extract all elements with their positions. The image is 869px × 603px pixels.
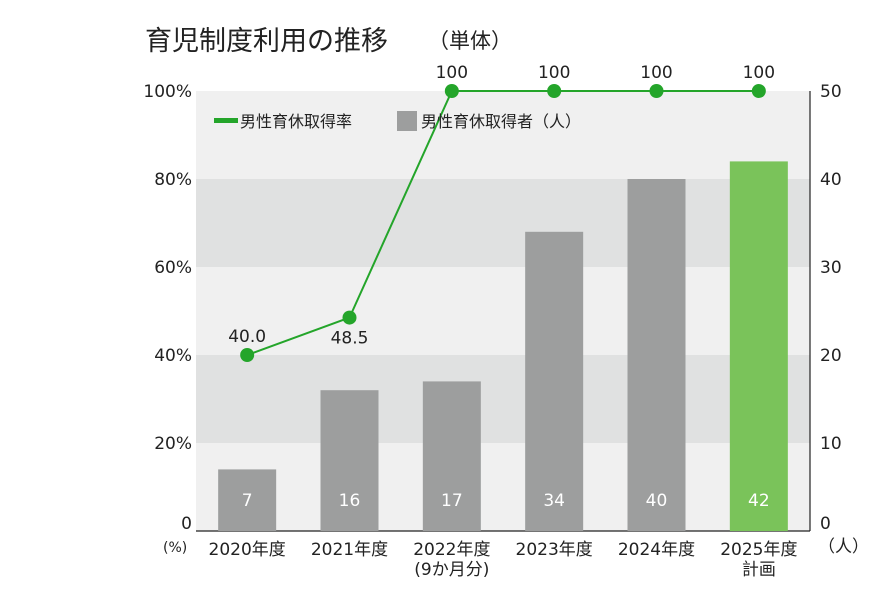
legend-label-rate: 男性育休取得率: [240, 112, 352, 131]
grid-band: [196, 267, 810, 355]
chart-title: 育児制度利用の推移: [145, 26, 388, 57]
x-axis-category-label: 2023年度: [516, 540, 593, 560]
legend-label-count: 男性育休取得者（人）: [421, 112, 581, 131]
bar-value-labels: 7 16 17 34 40 42: [242, 491, 770, 511]
right-axis-ticks: 0 10 20 30 40 50: [820, 82, 842, 534]
right-axis-tick-label: 30: [820, 258, 842, 278]
bar: [525, 231, 584, 532]
legend-swatch-rate: [214, 118, 238, 123]
bar-value-label: 34: [543, 491, 565, 511]
chart-subtitle: （単体）: [428, 29, 512, 53]
x-axis-category-label: (9か月分): [414, 560, 489, 580]
left-axis-unit: (%): [163, 540, 187, 556]
legend: 男性育休取得率 男性育休取得者（人）: [214, 111, 581, 131]
line-series: 40.0 48.5 100 100 100 100: [228, 63, 775, 362]
x-axis-category-label: 計画: [742, 560, 776, 580]
right-axis-tick-label: 50: [820, 82, 842, 102]
right-axis-tick-label: 10: [820, 434, 842, 454]
rate-point: [751, 84, 766, 98]
grid-band: [196, 179, 810, 267]
plot-background-bands: [196, 91, 810, 531]
x-axis-category-label: 2024年度: [618, 540, 695, 560]
x-axis-category-label: 2020年度: [209, 540, 286, 560]
x-axis-category-labels: 2020年度 2021年度 2022年度(9か月分) 2023年度 2024年度 2025…: [209, 540, 798, 580]
rate-point: [342, 310, 357, 325]
rate-point-label: 100: [436, 63, 468, 83]
right-axis-tick-label: 0: [820, 514, 831, 534]
bar-value-label: 42: [748, 491, 770, 511]
left-axis-tick-label: 100%: [143, 82, 192, 102]
grid-band: [196, 91, 810, 179]
rate-point-label: 100: [538, 63, 570, 83]
bar: [729, 161, 788, 531]
rate-point-label: 100: [743, 63, 775, 83]
left-axis-tick-label: 0: [181, 514, 192, 534]
rate-point-label: 40.0: [228, 327, 266, 347]
legend-swatch-count: [397, 111, 417, 131]
right-axis-unit: （人）: [818, 537, 869, 557]
right-axis-tick-label: 40: [820, 170, 842, 190]
bar: [422, 381, 481, 531]
left-axis-tick-label: 80%: [154, 170, 192, 190]
rate-line: [246, 90, 759, 356]
rate-point: [240, 348, 255, 362]
bar-value-label: 17: [441, 491, 463, 511]
left-axis-ticks: 0 20% 40% 60% 80% 100%: [143, 82, 192, 534]
left-axis-tick-label: 40%: [154, 346, 192, 366]
bar: [627, 179, 686, 531]
x-axis-category-label: 2022年度: [413, 540, 490, 560]
grid-band: [196, 443, 810, 531]
rate-point-label: 100: [640, 63, 672, 83]
rate-point: [547, 84, 562, 98]
rate-point: [444, 84, 459, 98]
bar-value-label: 16: [339, 491, 361, 511]
bar-series: [218, 161, 788, 532]
bar-value-label: 7: [242, 491, 253, 511]
rate-point-label: 48.5: [331, 329, 369, 349]
bar-value-label: 40: [646, 491, 668, 511]
grid-band: [196, 355, 810, 443]
rate-point: [649, 84, 664, 98]
bar: [218, 469, 277, 531]
x-axis-category-label: 2021年度: [311, 540, 388, 560]
bar: [320, 390, 379, 531]
x-axis-category-label: 2025年度: [720, 540, 797, 560]
left-axis-tick-label: 60%: [154, 258, 192, 278]
right-axis-tick-label: 20: [820, 346, 842, 366]
left-axis-tick-label: 20%: [154, 434, 192, 454]
